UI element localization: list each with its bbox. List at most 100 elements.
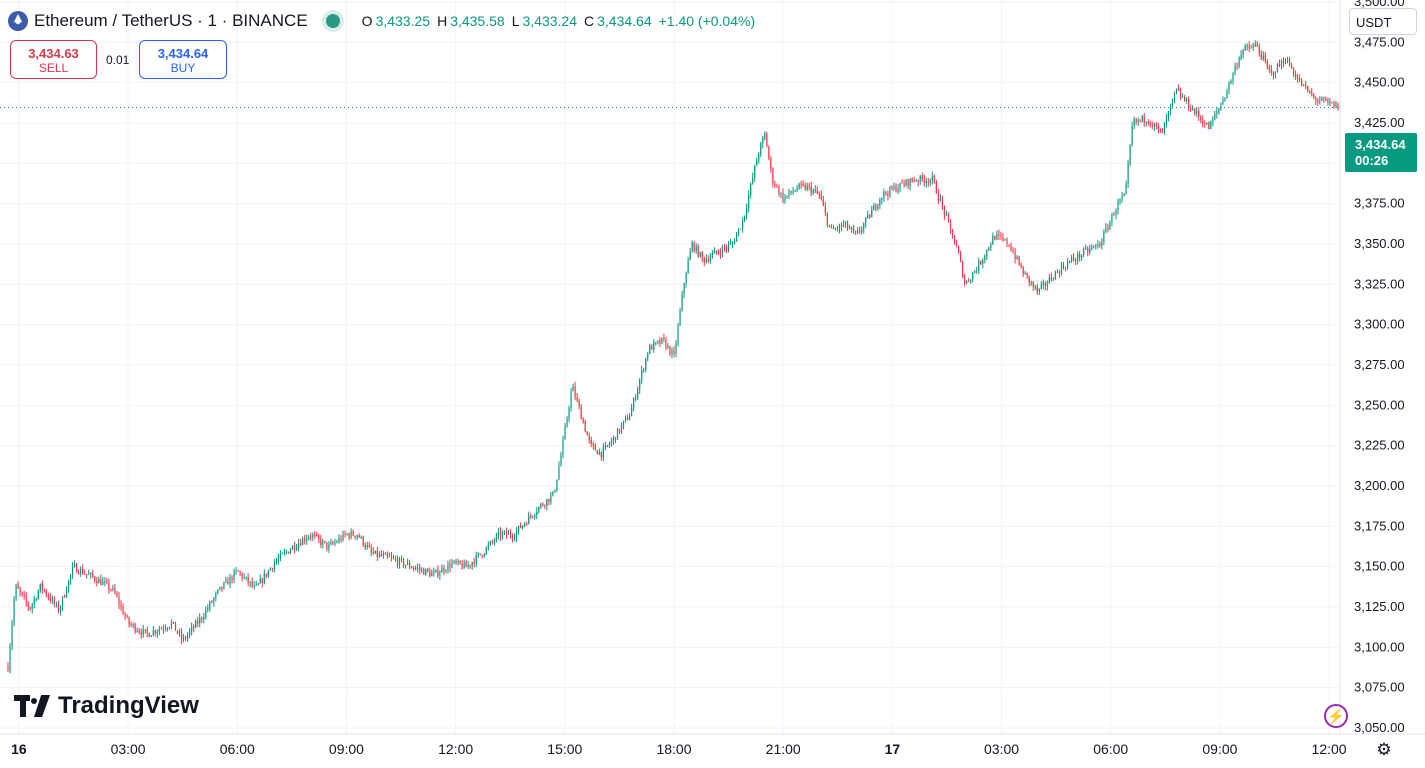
- candle-body: [602, 447, 604, 458]
- price-tick-label: 3,275.00: [1354, 357, 1405, 372]
- candle-body: [37, 591, 39, 599]
- candle-body: [574, 386, 576, 398]
- candle-body: [941, 198, 944, 207]
- candle-body: [253, 585, 255, 587]
- candle-body: [982, 259, 984, 265]
- candle-body: [669, 346, 671, 355]
- candle-body: [503, 531, 506, 533]
- currency-selector[interactable]: USDT: [1349, 8, 1417, 35]
- candle-body: [671, 350, 673, 355]
- candle-body: [641, 370, 643, 381]
- candle-body: [1006, 239, 1008, 245]
- market-status-dot: [325, 14, 340, 28]
- candle-body: [287, 551, 290, 554]
- candle-body: [195, 620, 197, 628]
- candle-body: [1266, 60, 1268, 67]
- candle-body: [715, 250, 717, 253]
- candle-body: [752, 177, 754, 184]
- candle-body: [328, 544, 330, 549]
- candle-body: [1181, 96, 1184, 98]
- candle-body: [536, 511, 538, 515]
- candle-body: [304, 538, 306, 541]
- candle-body: [380, 553, 382, 556]
- sell-button[interactable]: 3,434.63 SELL: [10, 40, 97, 79]
- candle-body: [1026, 272, 1028, 276]
- candle-body: [495, 534, 497, 541]
- lightning-icon[interactable]: ⚡: [1324, 704, 1348, 728]
- candle-body: [1141, 116, 1143, 121]
- candle-body: [69, 574, 72, 581]
- candle-body: [570, 391, 572, 408]
- candle-body: [1016, 256, 1018, 260]
- candle-body: [1048, 277, 1050, 284]
- candle-body: [1305, 84, 1307, 86]
- candle-body: [1070, 257, 1073, 261]
- candle-body: [1250, 47, 1252, 49]
- buy-button[interactable]: 3,434.64 BUY: [139, 40, 227, 79]
- price-axis[interactable]: 3,050.00 3,075.00 3,100.00 3,125.00 3,150.00…: [1354, 0, 1405, 735]
- candle-body: [223, 582, 225, 589]
- candle-body: [554, 491, 556, 493]
- candle-body: [51, 598, 53, 601]
- candle-body: [1153, 123, 1155, 127]
- candle-body: [824, 205, 826, 213]
- candle-body: [370, 547, 372, 552]
- symbol-legend[interactable]: Ethereum / TetherUS · 1 · BINANCE O 3,433…: [8, 8, 759, 34]
- candle-body: [1129, 144, 1131, 164]
- candle-body: [719, 252, 722, 255]
- candle-body: [80, 568, 82, 574]
- candle-body: [136, 631, 138, 633]
- price-tick-label: 3,050.00: [1354, 720, 1405, 735]
- candle-body: [172, 621, 175, 623]
- candle-body: [166, 628, 169, 630]
- settings-gear-icon[interactable]: ⚙: [1376, 740, 1392, 759]
- candle-body: [703, 257, 705, 263]
- candle-body: [1252, 45, 1254, 48]
- candle-body: [350, 531, 352, 538]
- candle-body: [919, 175, 921, 182]
- candle-body: [1139, 119, 1141, 121]
- candle-body: [925, 181, 927, 183]
- ohlc-values: O 3,433.25 H 3,435.58 L 3,433.24 C 3,434.64 …: [362, 13, 759, 29]
- candle-body: [477, 553, 479, 555]
- candle-body: [90, 572, 92, 574]
- candle-body: [657, 340, 659, 343]
- candle-body: [830, 226, 833, 228]
- candle-body: [1000, 235, 1002, 237]
- candle-body: [35, 598, 37, 600]
- candle-body: [1210, 121, 1212, 130]
- candle-body: [1089, 248, 1091, 253]
- candle-body: [497, 531, 500, 535]
- time-axis[interactable]: 16 03:00 06:00 09:00 12:00 15:00 18:00 21:00 17 0…: [11, 741, 1347, 757]
- candle-body: [552, 491, 554, 496]
- candle-body: [364, 545, 366, 548]
- candle-body: [417, 567, 419, 569]
- candle-body: [96, 580, 98, 584]
- candle-body: [754, 165, 756, 178]
- candle-body: [334, 542, 336, 544]
- candle-body: [55, 603, 58, 605]
- tradingview-logo[interactable]: TradingView: [14, 692, 199, 720]
- candle-body: [384, 553, 386, 555]
- candle-body: [1091, 247, 1093, 249]
- candle-body: [263, 573, 265, 583]
- candle-body: [1062, 265, 1065, 268]
- candle-body: [731, 243, 734, 245]
- candle-body: [828, 224, 830, 227]
- candle-body: [197, 620, 199, 624]
- candle-body: [1309, 91, 1311, 93]
- candle-body: [354, 535, 356, 538]
- candle-body: [239, 571, 241, 574]
- candle-body: [338, 538, 340, 543]
- grid-lines: [0, 0, 1340, 734]
- time-tick-label: 03:00: [984, 741, 1019, 757]
- candle-body: [1313, 94, 1315, 98]
- candle-body: [806, 185, 808, 190]
- candle-body: [681, 294, 683, 311]
- candle-body: [487, 544, 489, 548]
- candle-body: [826, 212, 828, 225]
- symbol-title[interactable]: Ethereum / TetherUS · 1 · BINANCE: [34, 11, 308, 30]
- candle-body: [427, 569, 429, 572]
- candle-body: [423, 569, 425, 575]
